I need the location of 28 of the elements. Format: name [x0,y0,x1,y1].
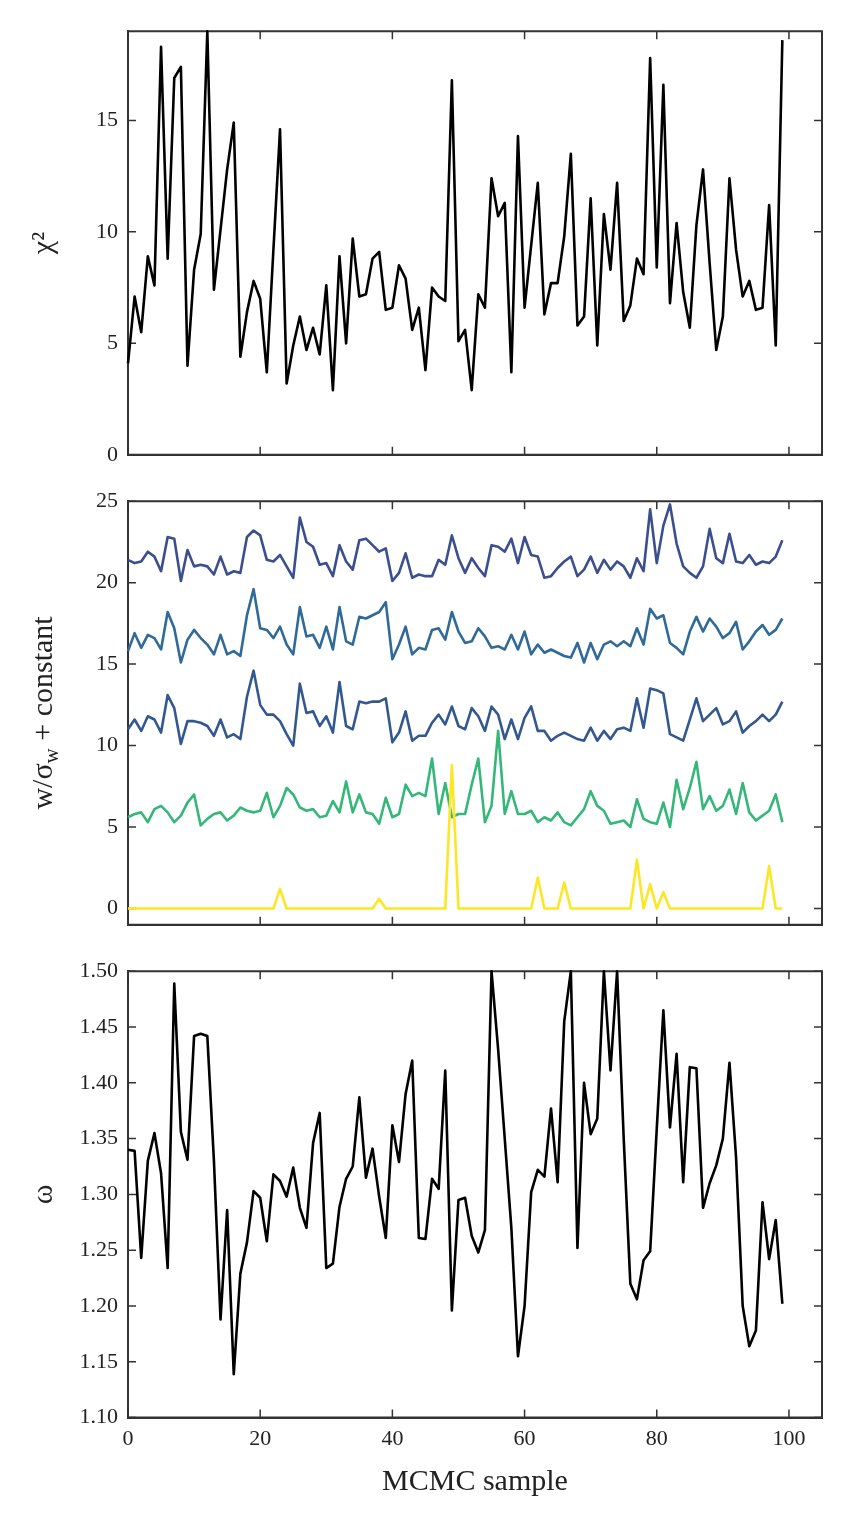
y-tick-label: 1.45 [79,1012,118,1038]
y-tick-label: 15 [96,649,118,675]
x-tick-label: 20 [249,1424,272,1450]
x-tick-label: 40 [381,1424,404,1450]
y-tick-label: 10 [96,731,118,757]
x-tick-label: 80 [645,1424,668,1450]
y-tick-label: 1.15 [79,1347,118,1373]
y-tick-label: 15 [96,106,118,132]
y-tick-label: 1.40 [79,1068,118,1094]
y-tick-label: 1.30 [79,1180,118,1206]
y-tick-label: 1.20 [79,1291,118,1317]
y-tick-label: 1.35 [79,1124,118,1150]
y-tick-label: 0 [107,440,118,466]
x-axis-title: MCMC sample [382,1462,568,1496]
y-tick-label: 5 [107,329,118,355]
y-tick-label: 5 [107,812,118,838]
y-tick-label: 1.10 [79,1403,118,1429]
x-tick-label: 100 [772,1424,806,1450]
y-axis-title: χ² [25,231,58,256]
y-tick-label: 1.25 [79,1235,118,1261]
y-tick-label: 20 [96,568,118,594]
y-tick-label: 0 [107,894,118,920]
y-axis-title: w/σw + constant [25,615,63,810]
y-axis-title: ω [25,1184,58,1205]
y-tick-label: 10 [96,217,118,243]
y-tick-label: 25 [96,486,118,512]
y-tick-label: 1.50 [79,956,118,982]
x-tick-label: 60 [513,1424,536,1450]
